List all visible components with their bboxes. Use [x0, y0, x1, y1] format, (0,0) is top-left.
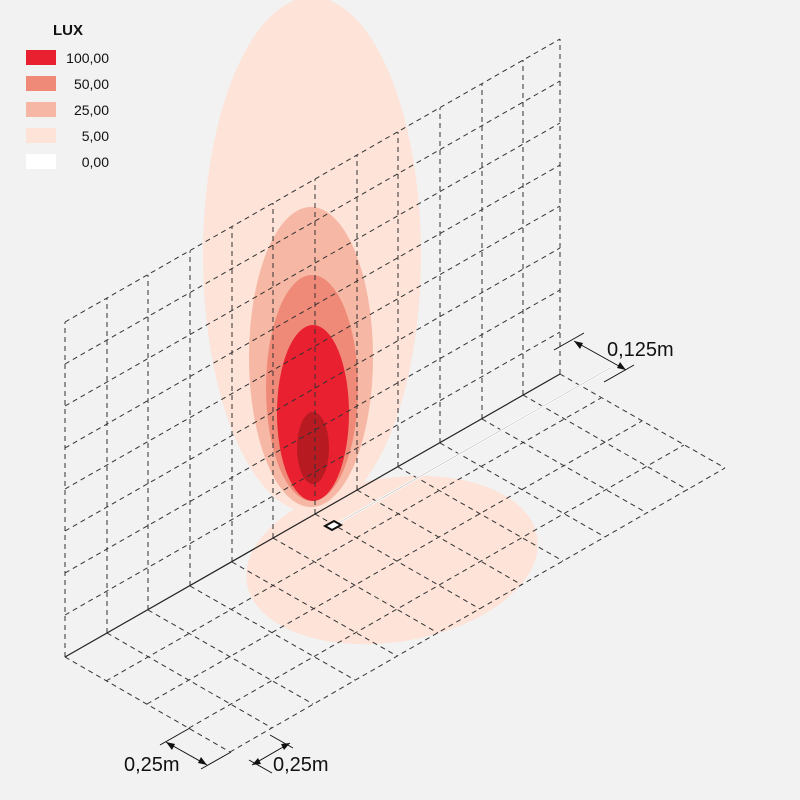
- legend-swatch-5: [26, 128, 56, 143]
- offset-arrow-start: [574, 341, 583, 349]
- grid-y-arrow-end: [281, 743, 290, 750]
- wall-lux-peak-zone: [297, 412, 329, 484]
- legend-label-50: 50,00: [74, 76, 109, 92]
- offset-arrow-end: [617, 362, 626, 370]
- legend-label-25: 25,00: [74, 102, 109, 118]
- grid-x-dimension-label: 0,25m: [124, 754, 180, 776]
- offset-dimension: 0,125m: [553, 332, 674, 383]
- wall-lux-contours: [203, 0, 421, 513]
- lux-legend: LUX 100,00 50,00 25,00 5,00 0,00: [26, 22, 109, 170]
- grid-x-arrow-end: [198, 757, 207, 765]
- legend-label-100: 100,00: [66, 50, 109, 66]
- grid-dimension-x: 0,25m: [124, 727, 232, 776]
- legend-swatch-100: [26, 50, 56, 65]
- legend-swatch-50: [26, 76, 56, 91]
- grid-x-arrow-start: [166, 742, 175, 750]
- isometric-grid: [64, 38, 726, 753]
- legend-label-5: 5,00: [82, 128, 109, 144]
- grid-dimension-y: 0,25m: [248, 734, 329, 776]
- legend-swatch-25: [26, 102, 56, 117]
- legend-label-0: 0,00: [82, 154, 109, 170]
- legend-title: LUX: [53, 22, 83, 39]
- light-fixture-marker: [322, 519, 344, 532]
- floor-lux-5-zone: [246, 475, 538, 645]
- grid-y-dimension-label: 0,25m: [273, 754, 329, 776]
- wall-floor-edge: [64, 373, 561, 658]
- legend-swatch-0: [26, 154, 56, 169]
- fixture-offset-guide-edge: [332, 367, 611, 527]
- grid-y-arrow-start: [252, 758, 261, 765]
- offset-dimension-label: 0,125m: [607, 339, 674, 361]
